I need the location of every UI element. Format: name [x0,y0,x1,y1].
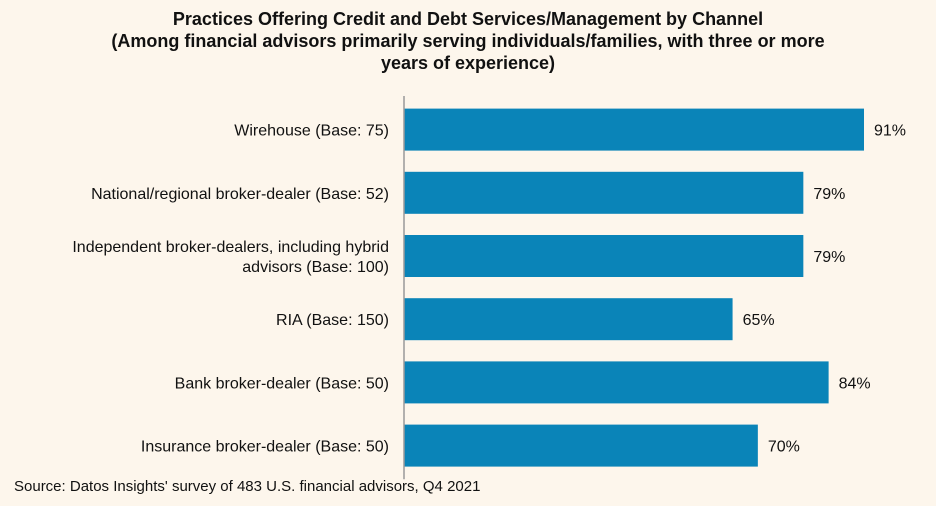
chart-title-block: Practices Offering Credit and Debt Servi… [0,8,936,74]
category-label-2-line-1: advisors (Base: 100) [242,259,389,276]
value-label-0: 91% [874,123,906,140]
chart-title: Practices Offering Credit and Debt Servi… [172,9,764,29]
value-label-5: 70% [768,439,800,456]
value-label-3: 65% [743,312,775,329]
category-label-3: RIA (Base: 150) [276,312,389,329]
source-note: Source: Datos Insights' survey of 483 U.… [14,478,481,495]
value-label-4: 84% [839,375,871,392]
value-label-1: 79% [813,186,845,203]
chart-subtitle-line-2: years of experience) [380,53,556,73]
chart-subtitle-line-1: (Among financial advisors primarily serv… [111,31,825,51]
category-label-2-line-0: Independent broker-dealers, including hy… [72,239,389,256]
bar-3 [404,298,733,341]
category-label-4: Bank broker-dealer (Base: 50) [175,375,389,392]
category-label-0: Wirehouse (Base: 75) [234,123,389,140]
bar-1 [404,171,804,214]
value-label-2: 79% [813,249,845,266]
category-label-1: National/regional broker-dealer (Base: 5… [91,186,389,203]
bar-4 [404,361,829,404]
bar-2 [404,235,804,277]
bar-0 [404,108,864,151]
category-label-5: Insurance broker-dealer (Base: 50) [141,439,389,456]
bar-5 [404,424,758,467]
